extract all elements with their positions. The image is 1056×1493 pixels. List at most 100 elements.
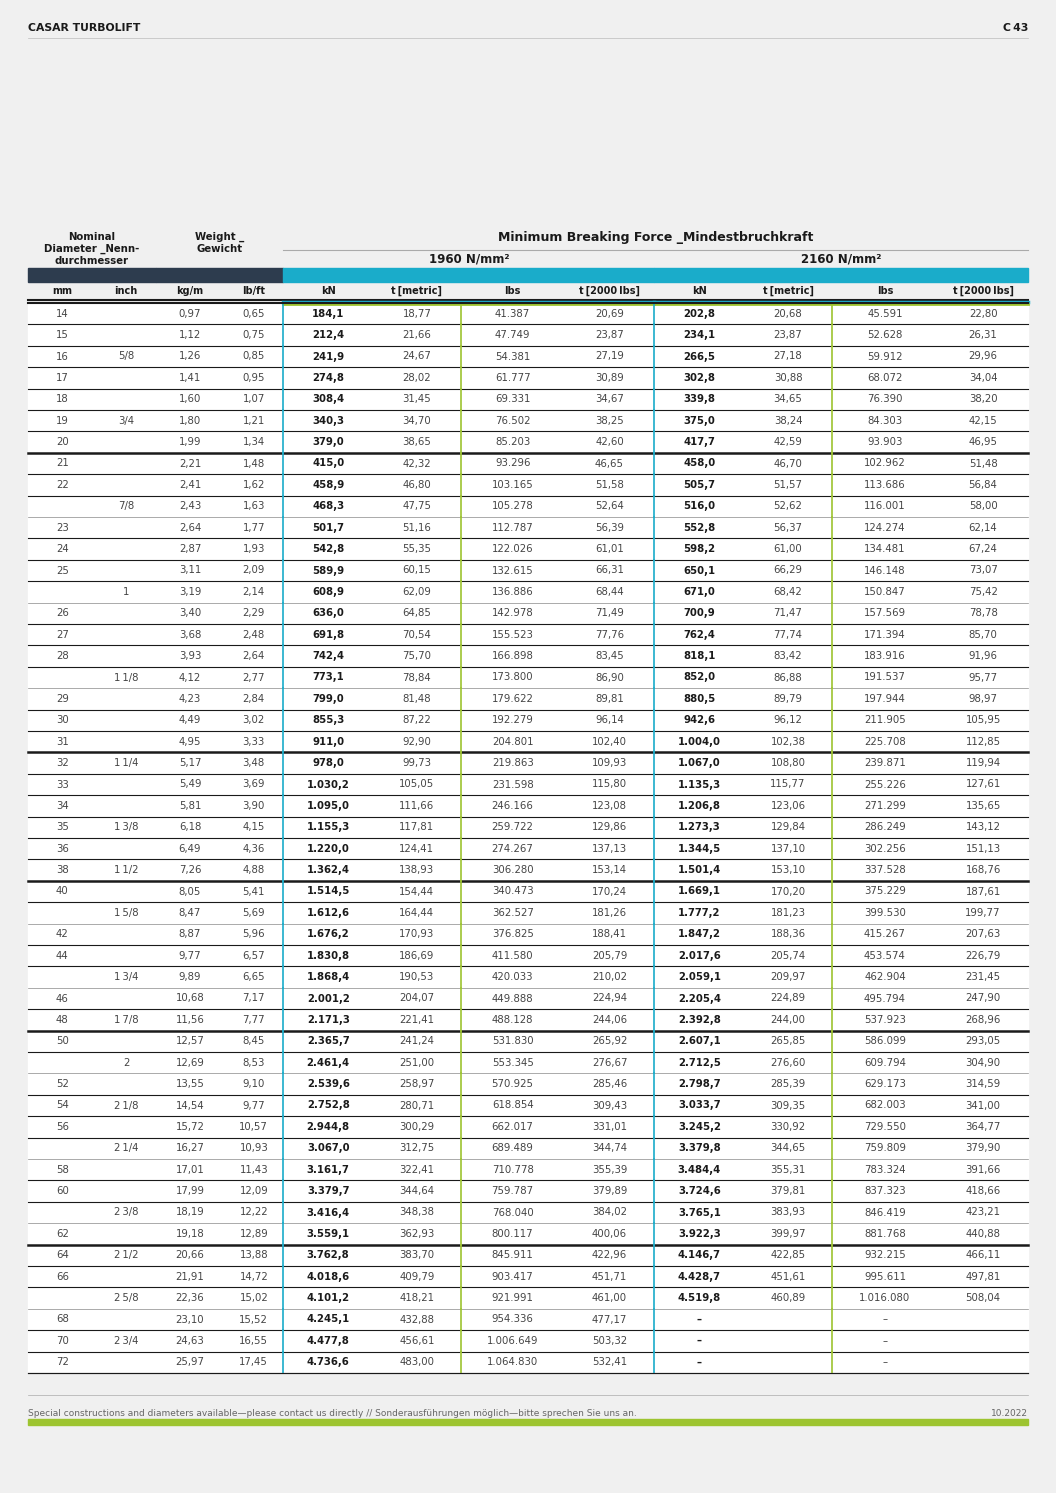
Text: 391,66: 391,66 xyxy=(965,1165,1001,1175)
Text: 231.598: 231.598 xyxy=(492,779,533,790)
Text: 142.978: 142.978 xyxy=(492,608,533,618)
Text: 231,45: 231,45 xyxy=(965,972,1001,982)
Text: 66,29: 66,29 xyxy=(774,566,803,575)
Text: 268,96: 268,96 xyxy=(965,1015,1001,1024)
Text: 3.033,7: 3.033,7 xyxy=(678,1100,720,1111)
Text: 183.916: 183.916 xyxy=(864,651,906,661)
Text: 399.530: 399.530 xyxy=(864,908,906,918)
Text: 48: 48 xyxy=(56,1015,69,1024)
Text: 4.245,1: 4.245,1 xyxy=(306,1314,350,1324)
Text: 400,06: 400,06 xyxy=(592,1229,627,1239)
Text: 1.135,3: 1.135,3 xyxy=(678,779,721,790)
Text: 542,8: 542,8 xyxy=(313,543,344,554)
Text: 8,87: 8,87 xyxy=(178,929,201,939)
Text: 25,97: 25,97 xyxy=(175,1357,205,1368)
Text: 1,93: 1,93 xyxy=(243,543,265,554)
Text: 312,75: 312,75 xyxy=(399,1144,434,1153)
Bar xyxy=(29,881,1027,902)
Text: 119,94: 119,94 xyxy=(965,758,1001,767)
Text: 68.072: 68.072 xyxy=(867,373,903,382)
Text: 1,99: 1,99 xyxy=(178,437,202,446)
Text: 17,99: 17,99 xyxy=(175,1185,205,1196)
Bar xyxy=(29,452,1027,475)
Text: 3.379,8: 3.379,8 xyxy=(678,1144,721,1153)
Text: kN: kN xyxy=(692,287,706,296)
Text: 61,00: 61,00 xyxy=(774,543,803,554)
Text: 15,02: 15,02 xyxy=(240,1293,268,1303)
Text: 852,0: 852,0 xyxy=(683,672,716,682)
Text: 210,02: 210,02 xyxy=(592,972,627,982)
Text: 1,34: 1,34 xyxy=(243,437,265,446)
Text: 15,52: 15,52 xyxy=(240,1314,268,1324)
Text: 60,15: 60,15 xyxy=(402,566,431,575)
Text: 75,70: 75,70 xyxy=(402,651,432,661)
Text: 46,70: 46,70 xyxy=(774,458,803,469)
Text: 68: 68 xyxy=(56,1314,69,1324)
Text: 66,31: 66,31 xyxy=(596,566,624,575)
Text: 155.523: 155.523 xyxy=(492,630,533,639)
Text: 168,76: 168,76 xyxy=(965,864,1001,875)
Text: 379,90: 379,90 xyxy=(965,1144,1001,1153)
Text: 11,56: 11,56 xyxy=(175,1015,205,1024)
Text: 379,89: 379,89 xyxy=(591,1185,627,1196)
Text: 1,21: 1,21 xyxy=(243,415,265,426)
Text: 5,41: 5,41 xyxy=(243,887,265,896)
Bar xyxy=(29,688,1027,709)
Text: 650,1: 650,1 xyxy=(683,566,716,575)
Text: 132.615: 132.615 xyxy=(492,566,533,575)
Text: 846.419: 846.419 xyxy=(864,1208,906,1217)
Bar xyxy=(29,1418,1027,1424)
Text: 700,9: 700,9 xyxy=(683,608,715,618)
Bar xyxy=(29,346,1027,367)
Text: 409,79: 409,79 xyxy=(399,1272,435,1281)
Text: 61.777: 61.777 xyxy=(495,373,530,382)
Text: 52: 52 xyxy=(56,1079,69,1088)
Text: 384,02: 384,02 xyxy=(592,1208,627,1217)
Text: 14: 14 xyxy=(56,309,69,318)
Bar xyxy=(29,1181,1027,1202)
Text: 344,65: 344,65 xyxy=(771,1144,806,1153)
Text: 92,90: 92,90 xyxy=(402,736,431,746)
Text: 3.922,3: 3.922,3 xyxy=(678,1229,721,1239)
Text: 1.676,2: 1.676,2 xyxy=(307,929,350,939)
Text: 1 1/2: 1 1/2 xyxy=(114,864,138,875)
Text: 24,67: 24,67 xyxy=(402,351,431,361)
Text: 10,57: 10,57 xyxy=(240,1121,268,1132)
Text: 51,16: 51,16 xyxy=(402,523,431,533)
Bar xyxy=(29,1330,1027,1351)
Text: 170,93: 170,93 xyxy=(399,929,434,939)
Text: 4,36: 4,36 xyxy=(243,844,265,854)
Text: 340.473: 340.473 xyxy=(492,887,533,896)
Text: 29: 29 xyxy=(56,694,69,703)
Text: 197.944: 197.944 xyxy=(864,694,906,703)
Text: 4,15: 4,15 xyxy=(243,823,265,832)
Text: 532,41: 532,41 xyxy=(592,1357,627,1368)
Text: 153,14: 153,14 xyxy=(592,864,627,875)
Text: 4,12: 4,12 xyxy=(178,672,201,682)
Text: 46,65: 46,65 xyxy=(596,458,624,469)
Text: 173.800: 173.800 xyxy=(492,672,533,682)
Text: 818,1: 818,1 xyxy=(683,651,716,661)
Text: 537.923: 537.923 xyxy=(864,1015,906,1024)
Text: 2.461,4: 2.461,4 xyxy=(306,1057,350,1067)
Text: 18,77: 18,77 xyxy=(402,309,431,318)
Text: 115,77: 115,77 xyxy=(771,779,806,790)
Text: 483,00: 483,00 xyxy=(399,1357,434,1368)
Bar xyxy=(29,860,1027,881)
Text: 96,14: 96,14 xyxy=(596,715,624,726)
Text: 26,31: 26,31 xyxy=(968,330,998,340)
Text: 2 5/8: 2 5/8 xyxy=(114,1293,138,1303)
Text: 247,90: 247,90 xyxy=(965,993,1001,1003)
Text: 742,4: 742,4 xyxy=(313,651,344,661)
Text: 31: 31 xyxy=(56,736,69,746)
Text: 3/4: 3/4 xyxy=(118,415,134,426)
Text: 331,01: 331,01 xyxy=(592,1121,627,1132)
Text: 2,64: 2,64 xyxy=(178,523,201,533)
Text: 423,21: 423,21 xyxy=(965,1208,1001,1217)
Text: 4.477,8: 4.477,8 xyxy=(307,1336,350,1345)
Text: 234,1: 234,1 xyxy=(683,330,716,340)
Text: 466,11: 466,11 xyxy=(965,1250,1001,1260)
Text: 330,92: 330,92 xyxy=(771,1121,806,1132)
Text: 13,88: 13,88 xyxy=(240,1250,268,1260)
Text: 67,24: 67,24 xyxy=(968,543,998,554)
